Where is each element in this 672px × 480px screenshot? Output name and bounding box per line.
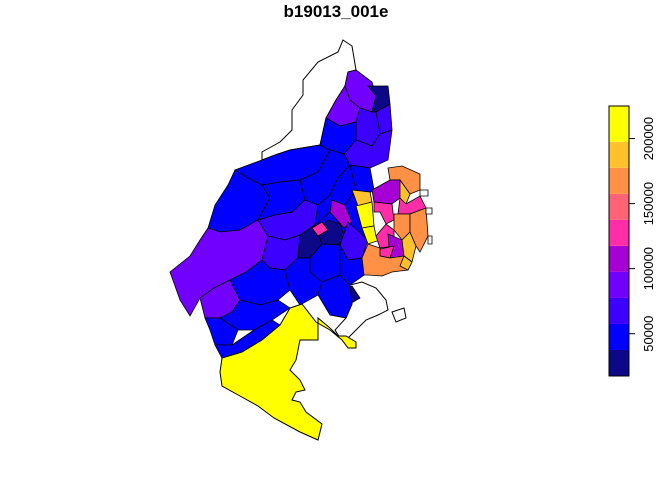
legend-bin-7 bbox=[609, 167, 629, 194]
legend-bin-3 bbox=[609, 271, 629, 298]
pier-detail bbox=[419, 189, 433, 245]
legend-frame bbox=[608, 105, 630, 377]
legend-bin-4 bbox=[609, 245, 629, 272]
legend-tick-label-2: 150000 bbox=[641, 182, 656, 225]
map-title: b19013_001e bbox=[283, 2, 389, 21]
tract-e-13 bbox=[401, 231, 417, 263]
legend-bin-8 bbox=[609, 141, 629, 168]
legend-tick-label-3: 200000 bbox=[641, 117, 656, 160]
legend-bin-5 bbox=[609, 219, 629, 246]
legend-bins bbox=[608, 105, 630, 377]
legend-bin-1 bbox=[609, 323, 629, 350]
legend-tick-label-1: 100000 bbox=[641, 247, 656, 290]
legend-bin-2 bbox=[609, 297, 629, 324]
port-outline bbox=[334, 281, 389, 339]
legend-tick-label-0: 50000 bbox=[641, 316, 656, 352]
legend-ticks: 50000 100000 150000 200000 bbox=[629, 117, 656, 352]
pier-outline bbox=[391, 307, 407, 323]
tract-c-4 bbox=[311, 221, 329, 237]
legend-bin-9 bbox=[609, 106, 629, 142]
tract-e-16 bbox=[399, 255, 413, 271]
legend-bin-0 bbox=[609, 349, 629, 376]
legend-bin-6 bbox=[609, 193, 629, 220]
tract-s-1 bbox=[219, 303, 357, 441]
